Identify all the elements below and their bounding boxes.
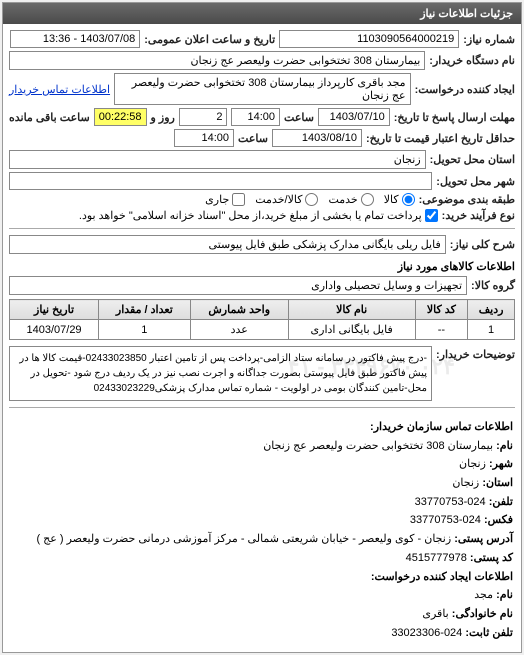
col-unit: واحد شمارش bbox=[190, 300, 288, 320]
col-code: کد کالا bbox=[415, 300, 468, 320]
col-qty: تعداد / مقدار bbox=[99, 300, 191, 320]
goods-header-row: ردیف کد کالا نام کالا واحد شمارش تعداد /… bbox=[10, 300, 515, 320]
main-panel: جزئیات اطلاعات نیاز شماره نیاز: 11030905… bbox=[2, 2, 522, 653]
min-validity-label: حداقل تاریخ اعتبار قیمت تا تاریخ: bbox=[366, 132, 515, 145]
payment-chk-input[interactable] bbox=[425, 209, 438, 222]
radio-khadmat-input[interactable] bbox=[361, 193, 374, 206]
cell-unit: عدد bbox=[190, 320, 288, 340]
days: 2 bbox=[179, 108, 228, 126]
goods-group: تجهیزات و وسایل تحصیلی واداری bbox=[9, 276, 467, 295]
buyer-desc: -درج پیش فاکتور در سامانه ستاد الزامی-پر… bbox=[9, 346, 432, 401]
payment-label: نوع فرآیند خرید: bbox=[442, 209, 515, 222]
city bbox=[9, 172, 432, 190]
col-row: ردیف bbox=[468, 300, 515, 320]
payment-text: پرداخت تمام یا بخشی از مبلغ خرید،از محل … bbox=[79, 209, 422, 222]
c-addr-label: آدرس پستی: bbox=[454, 533, 513, 545]
budget-radio-group: کالا خدمت کالا/خدمت جاری bbox=[205, 193, 414, 206]
last-name-label: نام خانوادگی: bbox=[452, 608, 513, 620]
org-label: نام: bbox=[496, 440, 513, 452]
buyer-desc-label: توضیحات خریدار: bbox=[436, 346, 515, 361]
creator: مجد باقری کارپرداز بیمارستان 308 تختخواب… bbox=[114, 73, 411, 105]
cell-name: فایل بایگانی اداری bbox=[288, 320, 415, 340]
radio-khadmat[interactable]: خدمت bbox=[328, 193, 373, 206]
province: زنجان bbox=[9, 150, 426, 169]
radio-kala-label: کالا bbox=[384, 193, 399, 206]
announce-datetime: 1403/07/08 - 13:36 bbox=[10, 30, 140, 48]
announce-datetime-label: تاریخ و ساعت اعلان عمومی: bbox=[144, 33, 275, 46]
deadline-time-label: ساعت bbox=[284, 111, 314, 124]
remaining-label: ساعت باقی مانده bbox=[9, 111, 90, 124]
c-fax: 024-33770753 bbox=[410, 514, 481, 526]
c-postal-label: کد پستی: bbox=[470, 552, 513, 564]
days-label: روز و bbox=[151, 111, 175, 124]
c-phone-label: تلفن: bbox=[489, 496, 513, 508]
need-desc: فایل ریلی بایگانی مدارک پزشکی طبق فایل پ… bbox=[9, 235, 446, 254]
c-province: زنجان bbox=[452, 477, 479, 489]
creator-title: اطلاعات ایجاد کننده درخواست: bbox=[371, 571, 513, 583]
deadline-send-date: 1403/07/10 bbox=[318, 108, 390, 126]
cell-row: 1 bbox=[468, 320, 515, 340]
radio-kala-khadmat-input[interactable] bbox=[305, 193, 318, 206]
cell-date: 1403/07/29 bbox=[10, 320, 99, 340]
min-validity-time: 14:00 bbox=[174, 129, 234, 147]
c-province-label: استان: bbox=[482, 477, 513, 489]
col-name: نام کالا bbox=[288, 300, 415, 320]
city-label: شهر محل تحویل: bbox=[436, 175, 515, 188]
goods-group-label: گروه کالا: bbox=[471, 279, 515, 292]
need-desc-label: شرح کلی نیاز: bbox=[450, 238, 515, 251]
creator-phone: 024-33023306 bbox=[391, 627, 462, 639]
budget-type-label: طبقه بندی موضوعی: bbox=[419, 193, 515, 206]
cell-qty: 1 bbox=[99, 320, 191, 340]
first-name-label: نام: bbox=[496, 589, 513, 601]
need-number: 1103090564000219 bbox=[279, 30, 459, 48]
chk-jari-label: جاری bbox=[205, 193, 229, 206]
deadline-send-label: مهلت ارسال پاسخ تا تاریخ: bbox=[394, 111, 515, 124]
c-postal: 4515777978 bbox=[406, 552, 467, 564]
goods-table: ردیف کد کالا نام کالا واحد شمارش تعداد /… bbox=[9, 299, 515, 340]
creator-phone-label: تلفن ثابت: bbox=[465, 627, 513, 639]
need-number-label: شماره نیاز: bbox=[463, 33, 515, 46]
panel-body: شماره نیاز: 1103090564000219 تاریخ و ساع… bbox=[3, 24, 521, 652]
org: بیمارستان 308 تختخوابی حضرت ولیعصر عج زن… bbox=[263, 440, 493, 452]
device-name: بیمارستان 308 تختخوابی حضرت ولیعصر عج زن… bbox=[9, 51, 425, 70]
province-label: استان محل تحویل: bbox=[430, 153, 515, 166]
radio-kala[interactable]: کالا bbox=[384, 193, 415, 206]
device-name-label: نام دستگاه خریدار: bbox=[429, 54, 515, 67]
first-name: مجد bbox=[474, 589, 493, 601]
remaining-time: 00:22:58 bbox=[94, 108, 147, 126]
chk-jari[interactable]: جاری bbox=[205, 193, 245, 206]
cell-code: -- bbox=[415, 320, 468, 340]
payment-chk[interactable]: پرداخت تمام یا بخشی از مبلغ خرید،از محل … bbox=[79, 209, 438, 222]
radio-kala-khadmat-label: کالا/خدمت bbox=[255, 193, 302, 206]
chk-jari-input[interactable] bbox=[232, 193, 245, 206]
c-phone: 024-33770753 bbox=[415, 496, 486, 508]
creator-label: ایجاد کننده درخواست: bbox=[415, 83, 515, 96]
c-city-label: شهر: bbox=[489, 458, 513, 470]
contact-block: اطلاعات تماس سازمان خریدار: نام: بیمارست… bbox=[9, 414, 515, 646]
goods-section-title: اطلاعات کالاهای مورد نیاز bbox=[9, 260, 515, 273]
contact-link[interactable]: اطلاعات تماس خریدار bbox=[9, 83, 110, 96]
c-addr: زنجان - کوی ولیعصر - خیابان شریعتی شمالی… bbox=[36, 533, 451, 545]
panel-title: جزئیات اطلاعات نیاز bbox=[3, 3, 521, 24]
radio-kala-khadmat[interactable]: کالا/خدمت bbox=[255, 193, 318, 206]
col-date: تاریخ نیاز bbox=[10, 300, 99, 320]
min-validity-time-label: ساعت bbox=[238, 132, 268, 145]
c-city: زنجان bbox=[459, 458, 486, 470]
c-fax-label: فکس: bbox=[484, 514, 513, 526]
last-name: باقری bbox=[422, 608, 448, 620]
radio-kala-input[interactable] bbox=[402, 193, 415, 206]
table-row: 1 -- فایل بایگانی اداری عدد 1 1403/07/29 bbox=[10, 320, 515, 340]
radio-khadmat-label: خدمت bbox=[328, 193, 357, 206]
deadline-send-time: 14:00 bbox=[231, 108, 280, 126]
min-validity-date: 1403/08/10 bbox=[272, 129, 362, 147]
contacts-title: اطلاعات تماس سازمان خریدار: bbox=[370, 421, 513, 433]
